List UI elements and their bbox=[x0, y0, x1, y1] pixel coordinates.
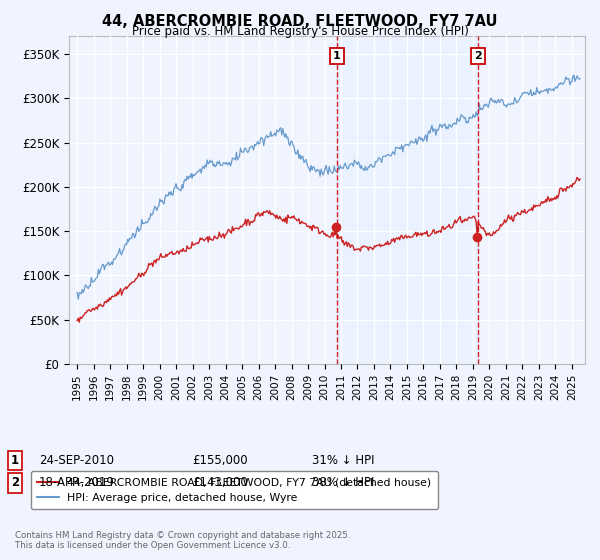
Text: 44, ABERCROMBIE ROAD, FLEETWOOD, FY7 7AU: 44, ABERCROMBIE ROAD, FLEETWOOD, FY7 7AU bbox=[102, 14, 498, 29]
Text: 2: 2 bbox=[474, 51, 482, 61]
Text: Contains HM Land Registry data © Crown copyright and database right 2025.
This d: Contains HM Land Registry data © Crown c… bbox=[15, 530, 350, 550]
Text: £155,000: £155,000 bbox=[192, 454, 248, 467]
Text: £143,000: £143,000 bbox=[192, 476, 248, 489]
Bar bbox=[337, 36, 478, 364]
Text: 2: 2 bbox=[11, 476, 19, 489]
Text: 31% ↓ HPI: 31% ↓ HPI bbox=[312, 454, 374, 467]
Text: 1: 1 bbox=[332, 51, 340, 61]
Text: 18-APR-2019: 18-APR-2019 bbox=[39, 476, 115, 489]
Text: 38% ↓ HPI: 38% ↓ HPI bbox=[312, 476, 374, 489]
Text: 1: 1 bbox=[11, 454, 19, 467]
Legend: 44, ABERCROMBIE ROAD, FLEETWOOD, FY7 7AU (detached house), HPI: Average price, d: 44, ABERCROMBIE ROAD, FLEETWOOD, FY7 7AU… bbox=[31, 471, 438, 510]
Text: Price paid vs. HM Land Registry's House Price Index (HPI): Price paid vs. HM Land Registry's House … bbox=[131, 25, 469, 38]
Text: 24-SEP-2010: 24-SEP-2010 bbox=[39, 454, 114, 467]
